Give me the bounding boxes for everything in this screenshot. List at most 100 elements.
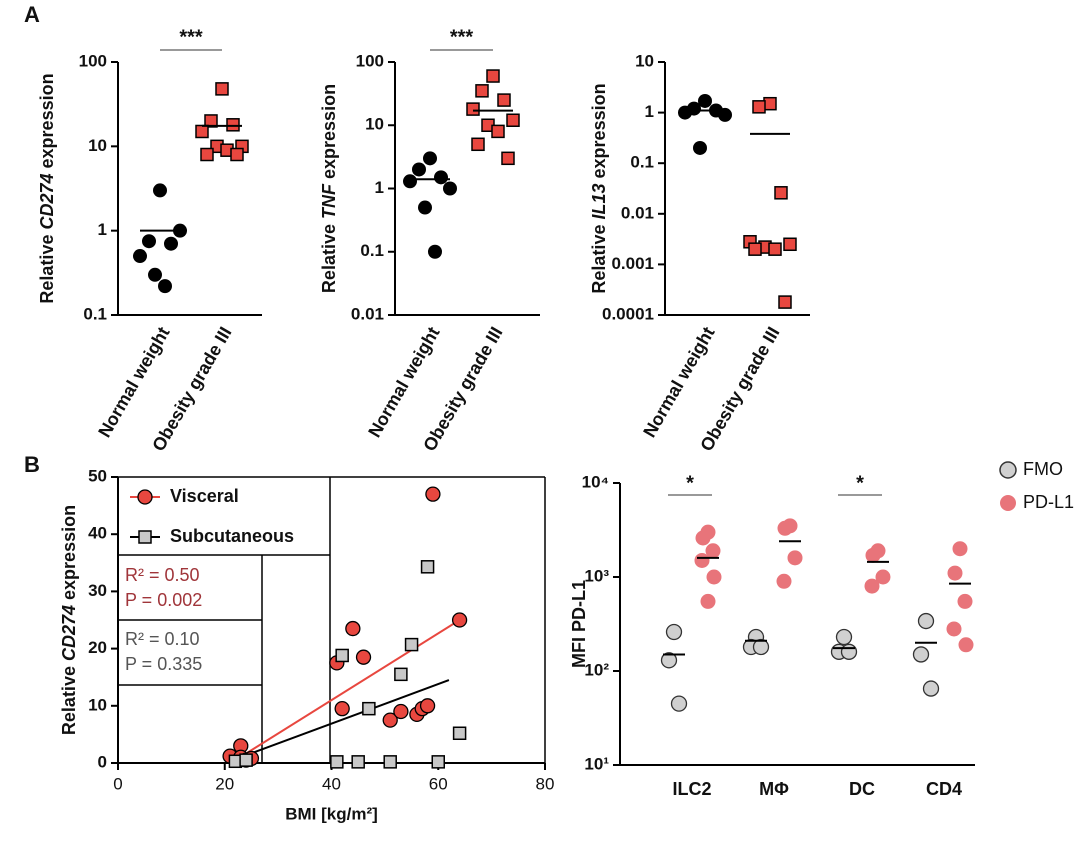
data-point [355, 649, 372, 665]
data-point [705, 543, 721, 559]
data-point [148, 267, 162, 282]
data-point [335, 648, 349, 663]
y-axis-label-part: Relative [59, 666, 79, 735]
y-axis-label: Relative IL13 expression [589, 83, 609, 293]
data-point [700, 593, 716, 609]
data-point [466, 102, 480, 116]
legend-marker [137, 489, 153, 505]
legend-label: Visceral [170, 486, 239, 506]
y-axis-label-part: TNF [319, 183, 339, 219]
y-axis-label-part: Relative [319, 224, 339, 293]
data-point [451, 612, 468, 628]
y-tick-label: 0.1 [360, 241, 384, 260]
y-axis-label-part: Relative [589, 225, 609, 294]
legend-marker [999, 461, 1017, 479]
x-axis-label: BMI [kg/m²] [285, 804, 378, 823]
data-point [475, 84, 489, 98]
annotation: R² = 0.10 [125, 629, 200, 649]
y-tick-label: 0.01 [621, 203, 654, 222]
data-point [748, 242, 762, 256]
y-axis-label-part: CD274 [59, 605, 79, 661]
legend-marker [138, 530, 152, 544]
data-point [783, 237, 797, 252]
y-tick-label: 10 [88, 695, 107, 714]
data-point [215, 82, 229, 96]
data-point [412, 162, 426, 177]
legend-box [118, 477, 331, 763]
data-point [158, 279, 172, 294]
legend-label: PD-L1 [1023, 492, 1074, 512]
y-tick-label: 100 [356, 51, 384, 70]
data-point [425, 486, 441, 502]
data-point [423, 151, 437, 166]
y-axis-label: Relative CD274 expression [59, 505, 79, 735]
data-point [774, 186, 788, 200]
data-point [787, 550, 803, 566]
data-point [418, 200, 432, 215]
data-point [958, 637, 974, 653]
data-point [922, 680, 940, 697]
data-point [330, 755, 344, 769]
x-tick-label: MΦ [759, 779, 789, 799]
y-axis-label-part: Relative [37, 235, 57, 304]
data-point [752, 638, 770, 656]
data-point [420, 560, 435, 574]
data-point [195, 124, 209, 139]
data-point [230, 147, 244, 162]
x-tick-label: ILC2 [672, 779, 711, 799]
annotation: P = 0.002 [125, 590, 202, 610]
x-tick-label: Normal weight [639, 323, 718, 440]
y-axis-label: Relative CD274 expression [37, 73, 57, 303]
data-point [777, 520, 793, 536]
data-point [660, 652, 678, 669]
data-point [778, 295, 792, 309]
data-point [917, 612, 935, 630]
data-point [698, 93, 712, 108]
data-point [351, 755, 365, 769]
data-point [752, 100, 766, 114]
y-axis-label: MFI PD-L1 [569, 580, 589, 668]
data-point [506, 113, 520, 127]
data-point [693, 140, 707, 155]
data-point [153, 183, 167, 198]
panel-label: A [24, 2, 40, 27]
x-tick-label: 40 [322, 774, 341, 793]
data-point [419, 698, 436, 714]
y-tick-label: 0.1 [83, 304, 107, 323]
fit-line [240, 679, 450, 759]
data-point [394, 667, 408, 682]
data-point [362, 701, 376, 716]
y-tick-label: 10 [365, 115, 384, 134]
y-tick-label: 0 [98, 752, 107, 771]
x-tick-label: CD4 [926, 779, 962, 799]
significance-label: * [856, 472, 864, 494]
data-point [239, 753, 253, 767]
data-point [763, 96, 777, 111]
data-point [912, 646, 930, 663]
data-point [491, 124, 505, 139]
data-point [670, 695, 688, 712]
data-point [835, 628, 853, 646]
y-tick-label: 0.0001 [602, 304, 654, 323]
data-point [875, 569, 891, 585]
data-point [776, 573, 792, 589]
data-point [957, 593, 973, 609]
data-point [431, 755, 445, 769]
y-axis-label: Relative TNF expression [319, 84, 339, 293]
y-tick-label: 0.001 [611, 254, 654, 273]
data-point [382, 712, 398, 728]
y-tick-label: 10¹ [584, 754, 609, 773]
y-tick-label: 50 [88, 466, 107, 485]
y-tick-label: 30 [88, 581, 107, 600]
y-tick-label: 20 [88, 638, 107, 657]
data-point [946, 621, 962, 637]
data-point [452, 726, 467, 741]
y-axis-label-part: IL13 [589, 183, 609, 219]
y-tick-label: 40 [88, 524, 107, 543]
data-point [501, 151, 515, 166]
data-point [486, 69, 500, 83]
panel-label: B [24, 452, 40, 477]
data-point [947, 565, 963, 581]
data-point [393, 703, 409, 720]
y-tick-label: 10⁴ [582, 472, 609, 491]
